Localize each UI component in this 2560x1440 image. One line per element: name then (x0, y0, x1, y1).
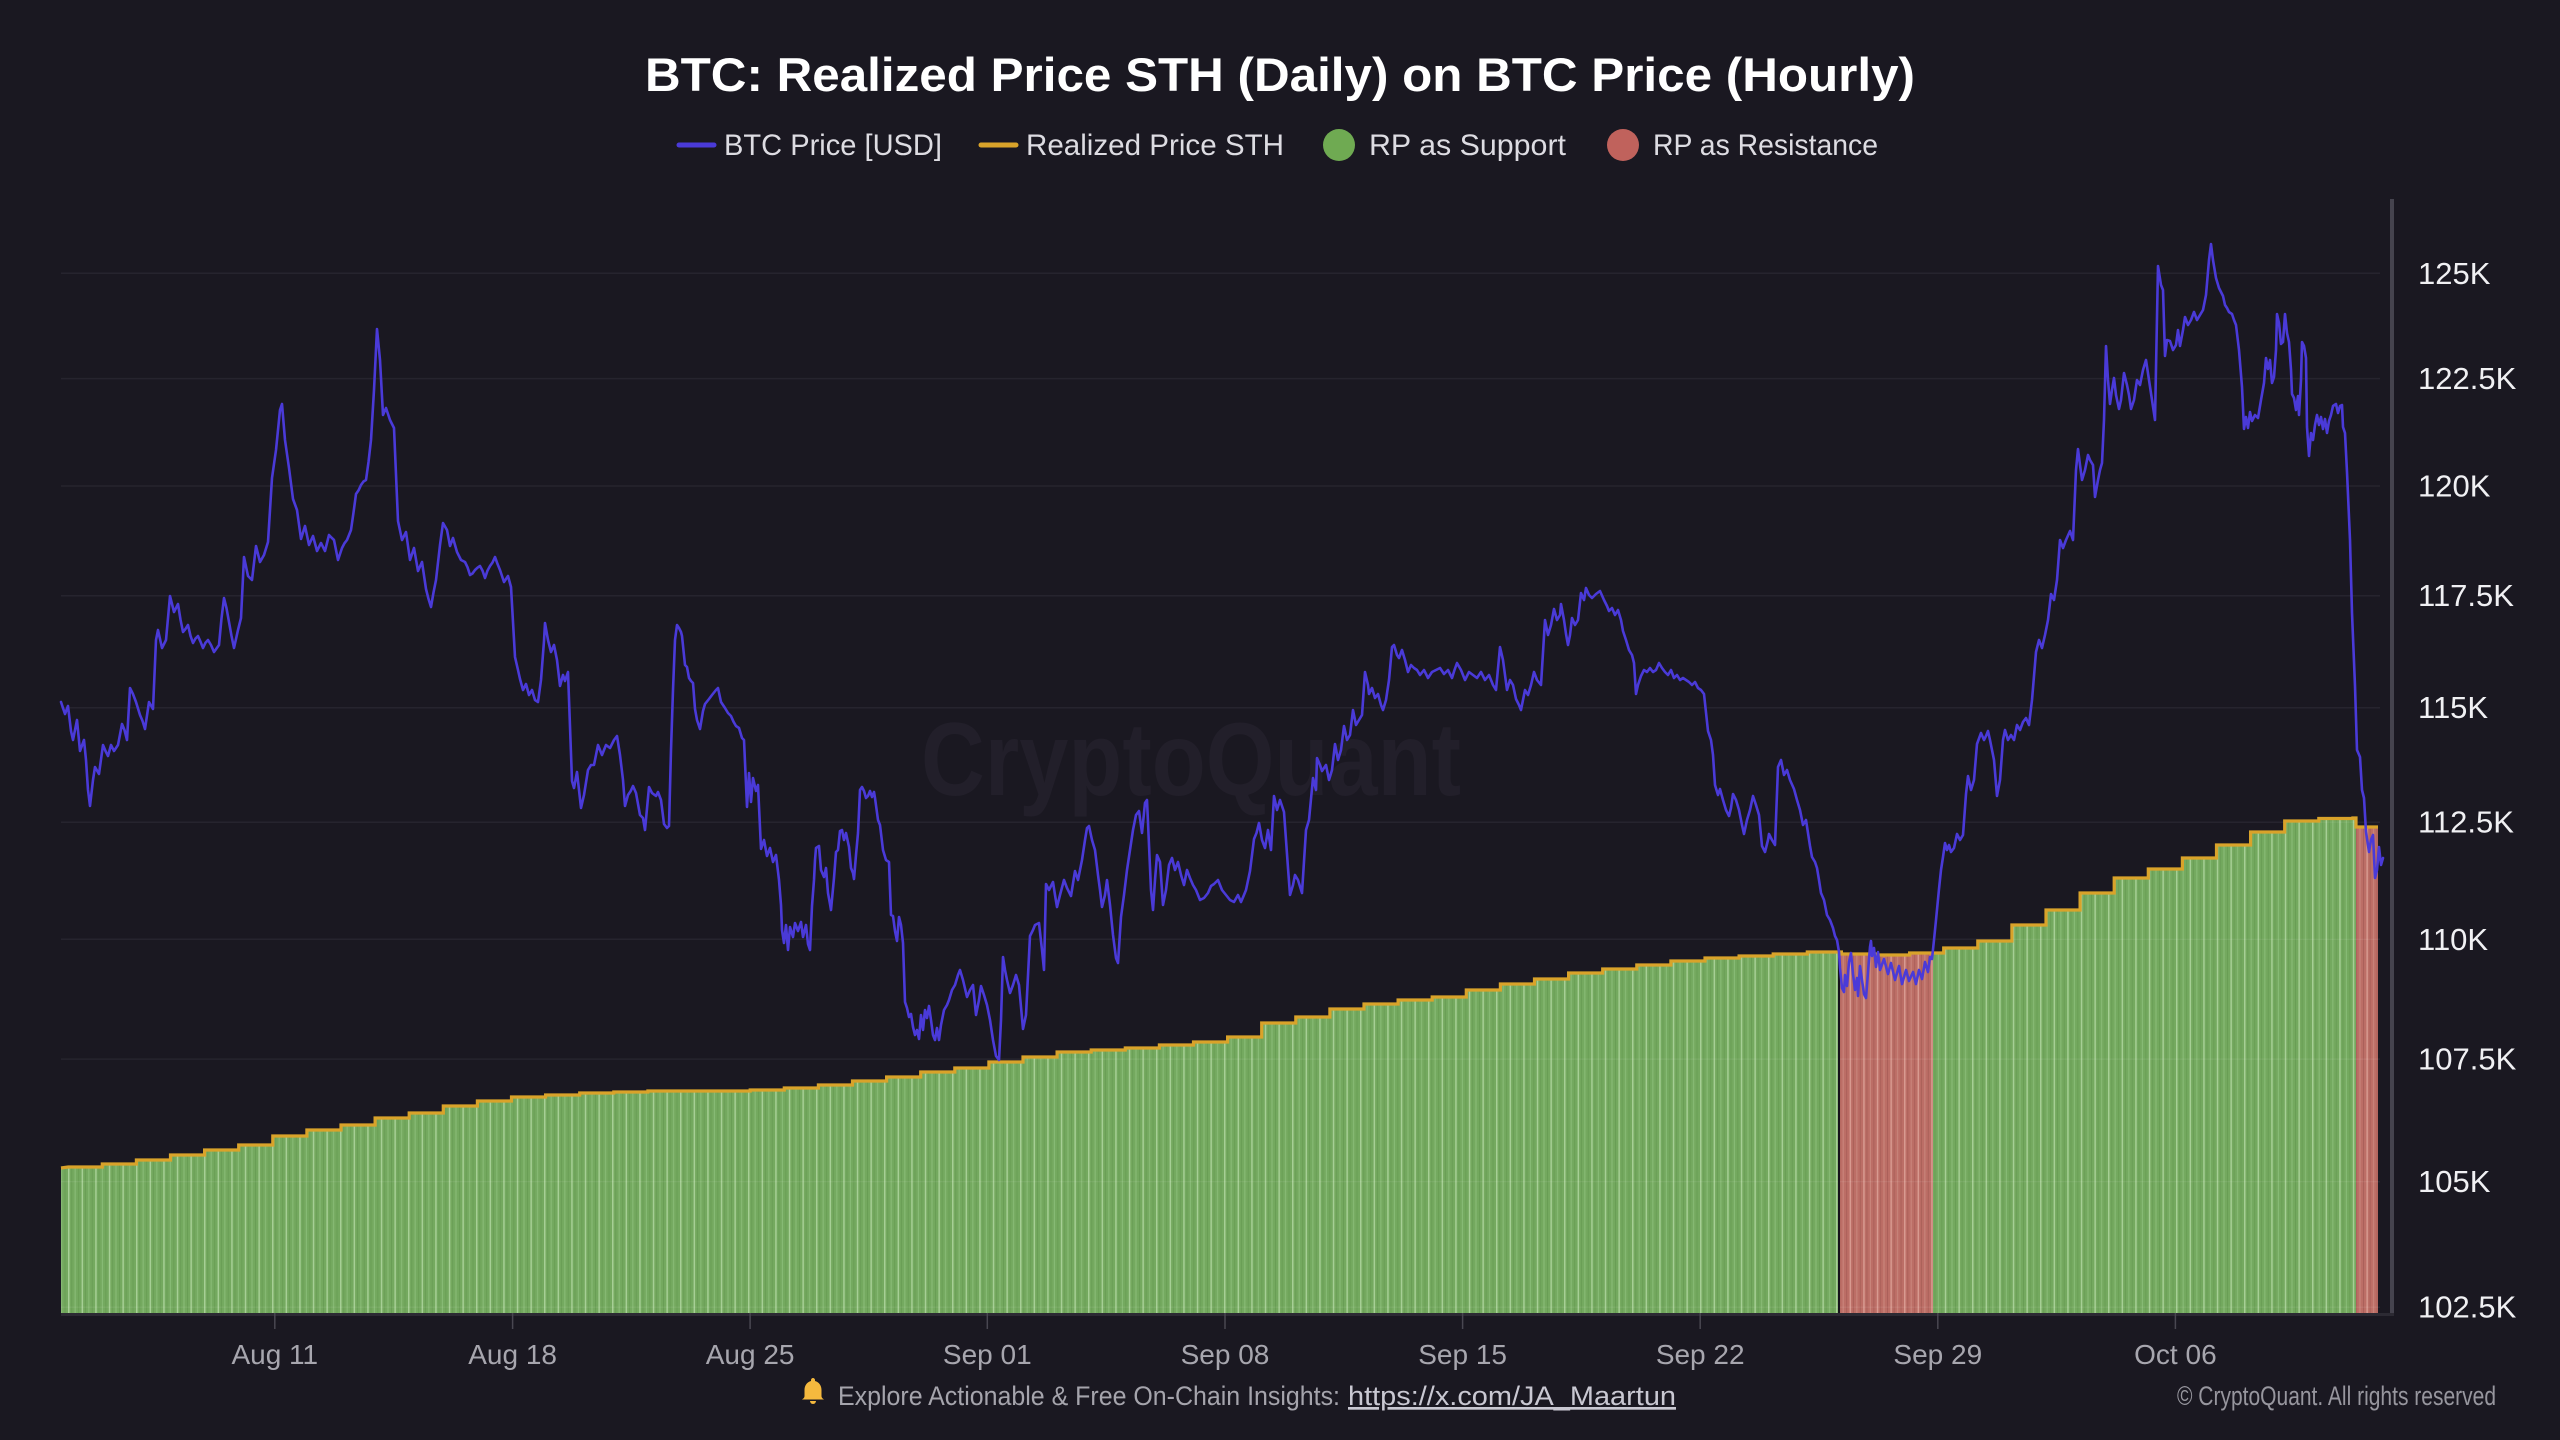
svg-text:RP as Resistance: RP as Resistance (1653, 129, 1878, 162)
svg-text:110K: 110K (2418, 922, 2488, 957)
svg-text:Realized Price STH: Realized Price STH (1026, 129, 1284, 162)
svg-text:105K: 105K (2418, 1164, 2491, 1199)
svg-text:115K: 115K (2418, 690, 2488, 725)
svg-text:120K: 120K (2418, 469, 2491, 504)
svg-text:107.5K: 107.5K (2418, 1042, 2517, 1077)
svg-text:BTC: Realized Price STH (Daily: BTC: Realized Price STH (Daily) on BTC P… (645, 48, 1915, 101)
svg-text:BTC Price [USD]: BTC Price [USD] (724, 129, 942, 162)
svg-text:Sep 15: Sep 15 (1418, 1339, 1507, 1370)
svg-text:Oct 06: Oct 06 (2134, 1339, 2216, 1370)
svg-text:Sep 29: Sep 29 (1893, 1339, 1982, 1370)
svg-text:Sep 01: Sep 01 (943, 1339, 1032, 1370)
svg-text:102.5K: 102.5K (2418, 1290, 2517, 1325)
svg-text:122.5K: 122.5K (2418, 361, 2517, 396)
svg-text:https://x.com/JA_Maartun: https://x.com/JA_Maartun (1348, 1381, 1676, 1411)
svg-text:© CryptoQuant. All rights rese: © CryptoQuant. All rights reserved (2177, 1381, 2496, 1411)
svg-text:Explore Actionable & Free On-C: Explore Actionable & Free On-Chain Insig… (838, 1381, 1340, 1411)
svg-text:Sep 22: Sep 22 (1656, 1339, 1745, 1370)
svg-text:Sep 08: Sep 08 (1181, 1339, 1270, 1370)
svg-text:Aug 11: Aug 11 (231, 1339, 318, 1370)
svg-text:RP as Support: RP as Support (1369, 129, 1567, 162)
svg-text:112.5K: 112.5K (2418, 805, 2514, 840)
svg-text:CryptoQuant: CryptoQuant (921, 702, 1461, 818)
svg-text:Aug 18: Aug 18 (468, 1339, 557, 1370)
svg-text:Aug 25: Aug 25 (706, 1339, 795, 1370)
svg-text:117.5K: 117.5K (2418, 578, 2514, 613)
svg-text:125K: 125K (2418, 256, 2491, 291)
